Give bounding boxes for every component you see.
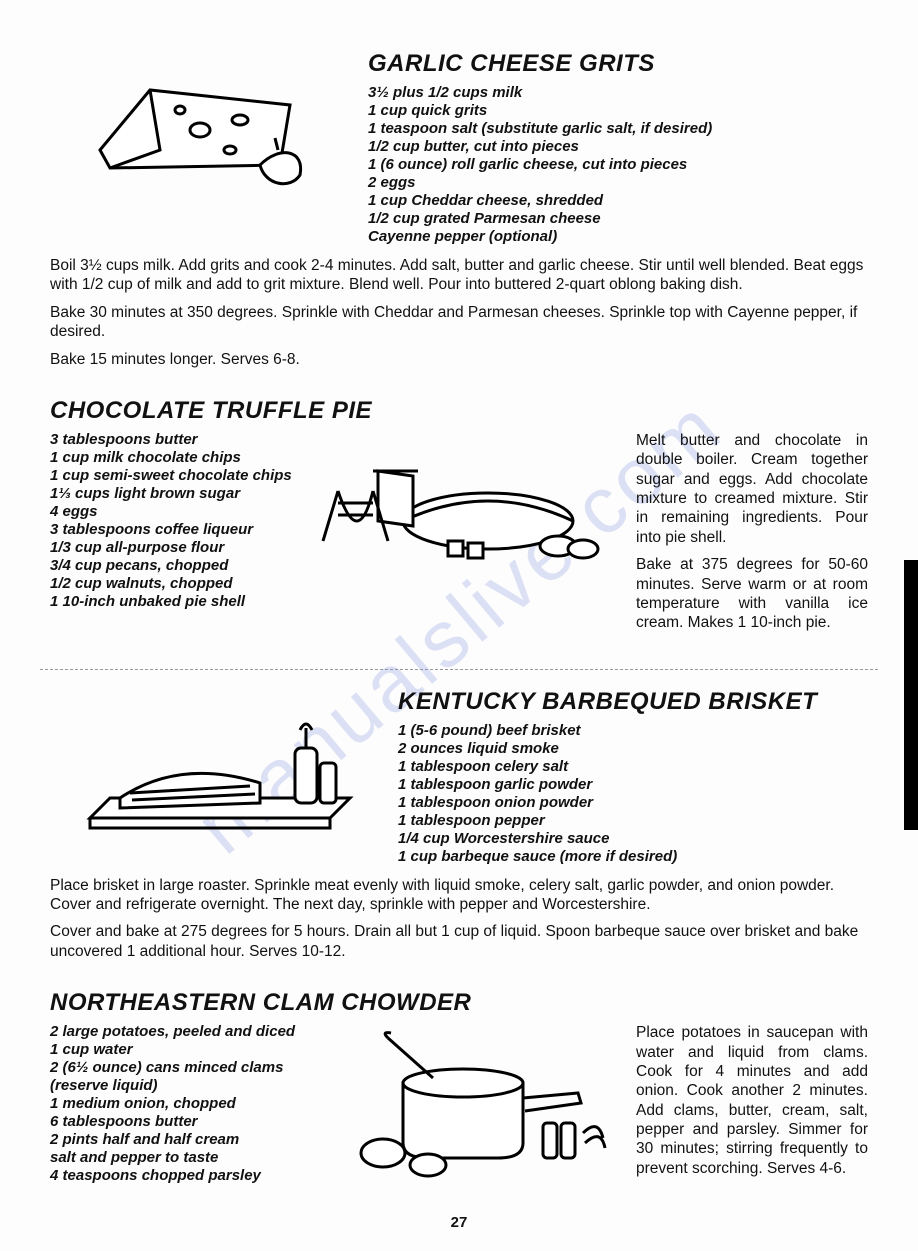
ingredient: 1 teaspoon salt (substitute garlic salt,… (368, 120, 868, 138)
ingredient: 1/4 cup Worcestershire sauce (398, 830, 868, 848)
section-divider (40, 669, 878, 670)
ingredient: 1/2 cup walnuts, chopped (50, 575, 300, 593)
ingredient: 2 (6½ ounce) cans minced clams (reserve … (50, 1059, 310, 1095)
ingredient: 1 cup quick grits (368, 102, 868, 120)
thumb-tab (904, 560, 918, 830)
instruction-step: Place potatoes in saucepan with water an… (636, 1023, 868, 1178)
instruction-step: Bake 15 minutes longer. Serves 6-8. (50, 350, 868, 369)
ingredient: 4 eggs (50, 503, 300, 521)
ingredient: 1/2 cup butter, cut into pieces (368, 138, 868, 156)
instruction-step: Boil 3½ cups milk. Add grits and cook 2-… (50, 256, 868, 295)
ingredient: 1 10-inch unbaked pie shell (50, 593, 300, 611)
instructions: Melt butter and chocolate in double boil… (636, 431, 868, 641)
ingredient: 2 ounces liquid smoke (398, 740, 868, 758)
ingredient: 1 cup water (50, 1041, 310, 1059)
ingredient-list: 3½ plus 1/2 cups milk 1 cup quick grits … (368, 84, 868, 246)
instruction-step: Bake at 375 degrees for 50-60 minutes. S… (636, 555, 868, 633)
ingredient: 4 teaspoons chopped parsley (50, 1167, 310, 1185)
ingredient: 2 eggs (368, 174, 868, 192)
illustration-brisket (50, 688, 380, 858)
ingredient-list: 2 large potatoes, peeled and diced 1 cup… (50, 1023, 310, 1185)
ingredient: 1 tablespoon celery salt (398, 758, 868, 776)
ingredient: 1 medium onion, chopped (50, 1095, 310, 1113)
instructions: Place brisket in large roaster. Sprinkle… (50, 876, 868, 962)
recipe-garlic-cheese-grits: GARLIC CHEESE GRITS 3½ plus 1/2 cups mil… (50, 50, 868, 369)
ingredient: 1/2 cup grated Parmesan cheese (368, 210, 868, 228)
page: manualslive.com (0, 0, 918, 1251)
ingredient: 2 large potatoes, peeled and diced (50, 1023, 310, 1041)
ingredient: 1 (6 ounce) roll garlic cheese, cut into… (368, 156, 868, 174)
ingredient: 1 cup semi-sweet chocolate chips (50, 467, 300, 485)
recipe-clam-chowder: NORTHEASTERN CLAM CHOWDER 2 large potato… (50, 989, 868, 1186)
ingredient: Cayenne pepper (optional) (368, 228, 868, 246)
recipe-title: NORTHEASTERN CLAM CHOWDER (50, 989, 868, 1017)
instruction-step: Place brisket in large roaster. Sprinkle… (50, 876, 868, 915)
recipe-title: GARLIC CHEESE GRITS (368, 50, 868, 78)
illustration-cheese (50, 50, 350, 200)
ingredient: 1 tablespoon pepper (398, 812, 868, 830)
ingredient: 3 tablespoons butter (50, 431, 300, 449)
ingredient: 1 cup barbeque sauce (more if desired) (398, 848, 868, 866)
ingredient: 3 tablespoons coffee liqueur (50, 521, 300, 539)
ingredient: 3/4 cup pecans, chopped (50, 557, 300, 575)
ingredient: 1 tablespoon onion powder (398, 794, 868, 812)
instruction-step: Bake 30 minutes at 350 degrees. Sprinkle… (50, 303, 868, 342)
instruction-step: Melt butter and chocolate in double boil… (636, 431, 868, 547)
ingredient-list: 1 (5-6 pound) beef brisket 2 ounces liqu… (398, 722, 868, 866)
recipe-title: CHOCOLATE TRUFFLE PIE (50, 397, 868, 425)
illustration-pie (318, 431, 618, 581)
ingredient: 2 pints half and half cream (50, 1131, 310, 1149)
ingredient: 1 cup Cheddar cheese, shredded (368, 192, 868, 210)
page-number: 27 (50, 1214, 868, 1231)
ingredient: 1/3 cup all-purpose flour (50, 539, 300, 557)
recipe-kentucky-brisket: KENTUCKY BARBEQUED BRISKET 1 (5-6 pound)… (50, 688, 868, 962)
instruction-step: Cover and bake at 275 degrees for 5 hour… (50, 922, 868, 961)
recipe-chocolate-truffle-pie: CHOCOLATE TRUFFLE PIE 3 tablespoons butt… (50, 397, 868, 641)
ingredient: 1 tablespoon garlic powder (398, 776, 868, 794)
ingredient-list: 3 tablespoons butter 1 cup milk chocolat… (50, 431, 300, 611)
ingredient: 3½ plus 1/2 cups milk (368, 84, 868, 102)
ingredient: salt and pepper to taste (50, 1149, 310, 1167)
ingredient: 1 cup milk chocolate chips (50, 449, 300, 467)
ingredient: 1⅓ cups light brown sugar (50, 485, 300, 503)
instructions: Place potatoes in saucepan with water an… (636, 1023, 868, 1186)
illustration-saucepan (328, 1023, 618, 1183)
ingredient: 1 (5-6 pound) beef brisket (398, 722, 868, 740)
instructions: Boil 3½ cups milk. Add grits and cook 2-… (50, 256, 868, 369)
ingredient: 6 tablespoons butter (50, 1113, 310, 1131)
recipe-title: KENTUCKY BARBEQUED BRISKET (398, 688, 868, 716)
